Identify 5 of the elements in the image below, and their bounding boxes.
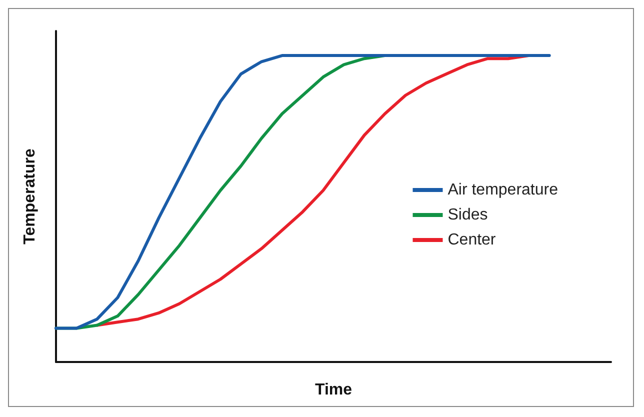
legend-label: Air temperature: [448, 182, 558, 198]
x-axis-title: Time: [314, 382, 352, 398]
legend-label: Sides: [448, 206, 488, 224]
legend-label: Center: [448, 232, 496, 248]
y-axis-title: Temperature: [22, 148, 38, 244]
